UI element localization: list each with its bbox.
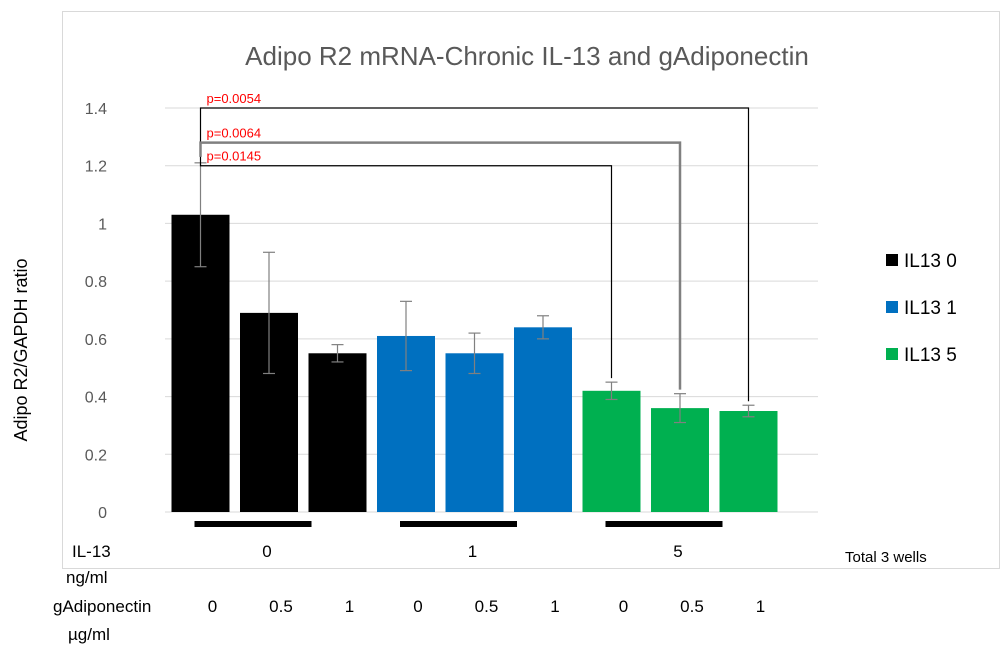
group-label: 0: [262, 542, 271, 561]
x-tick-label: 0.5: [269, 597, 293, 616]
chart-title: Adipo R2 mRNA-Chronic IL-13 and gAdipone…: [245, 41, 809, 71]
y-tick-label: 0.2: [85, 447, 107, 464]
legend-swatch: [886, 254, 898, 266]
x-tick-label: 0.5: [475, 597, 499, 616]
p-value-label: p=0.0054: [207, 91, 262, 106]
significance-bracket: [199, 156, 613, 379]
x-tick-label: 0: [413, 597, 422, 616]
y-tick-label: 1.4: [85, 101, 107, 118]
legend-swatch: [886, 348, 898, 360]
p-value-label: p=0.0064: [207, 126, 262, 141]
y-tick-label: 0: [98, 505, 107, 522]
p-value-label: p=0.0145: [207, 149, 262, 164]
il13-row-label: IL-13: [72, 542, 111, 561]
y-tick-label: 1.2: [85, 159, 107, 176]
group-label: 5: [673, 542, 682, 561]
y-tick-label: 0.8: [85, 274, 107, 291]
y-tick-label: 0.4: [85, 390, 107, 407]
legend-label: IL13 0: [904, 251, 957, 272]
legend-label: IL13 5: [904, 345, 957, 366]
bar: [308, 353, 367, 512]
bar: [514, 327, 572, 512]
chart-frame: [62, 11, 1000, 569]
bar: [582, 390, 641, 512]
y-axis-label: Adipo R2/GAPDH ratio: [11, 258, 31, 441]
bar: [445, 353, 504, 512]
legend-swatch: [886, 301, 898, 313]
x-tick-label: 1: [345, 597, 354, 616]
bar: [719, 411, 778, 512]
total-wells-note: Total 3 wells: [845, 549, 927, 566]
gadiponectin-row-label: gAdiponectin: [53, 597, 151, 616]
il13-row-unit: ng/ml: [66, 568, 108, 587]
y-tick-label: 0.6: [85, 332, 107, 349]
x-tick-label: 0: [208, 597, 217, 616]
y-tick-label: 1: [98, 216, 107, 233]
legend-label: IL13 1: [904, 298, 957, 319]
gadiponectin-row-unit: µg/ml: [68, 625, 110, 644]
significance-bracket: [199, 107, 750, 402]
x-tick-label: 0: [619, 597, 628, 616]
x-tick-label: 1: [550, 597, 559, 616]
x-tick-label: 0.5: [680, 597, 704, 616]
group-label: 1: [468, 542, 477, 561]
significance-bracket: [199, 141, 682, 390]
x-tick-label: 1: [756, 597, 765, 616]
bar: [651, 408, 709, 512]
